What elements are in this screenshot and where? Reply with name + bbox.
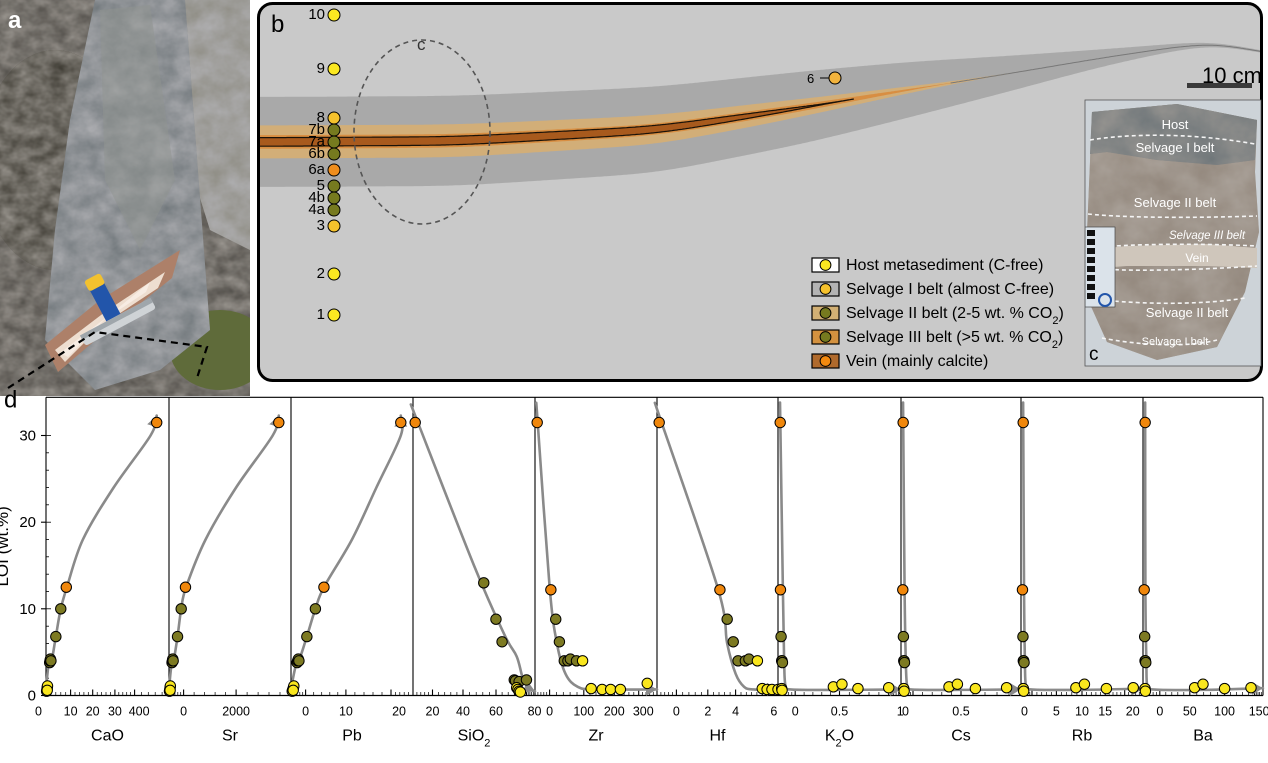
svg-text:0.5: 0.5 bbox=[952, 705, 969, 719]
svg-text:4: 4 bbox=[732, 705, 739, 719]
svg-text:20: 20 bbox=[392, 705, 406, 719]
svg-text:2: 2 bbox=[704, 705, 711, 719]
svg-text:SiO2: SiO2 bbox=[458, 728, 491, 750]
svg-text:0: 0 bbox=[35, 705, 42, 719]
svg-text:20: 20 bbox=[426, 705, 440, 719]
svg-text:6: 6 bbox=[770, 705, 777, 719]
svg-text:0: 0 bbox=[792, 705, 799, 719]
svg-text:15: 15 bbox=[1098, 705, 1112, 719]
svg-text:d: d bbox=[4, 386, 17, 413]
svg-text:100: 100 bbox=[1214, 705, 1235, 719]
svg-text:0: 0 bbox=[673, 705, 680, 719]
svg-text:400: 400 bbox=[129, 705, 150, 719]
svg-text:20: 20 bbox=[1126, 705, 1140, 719]
svg-text:100: 100 bbox=[573, 705, 594, 719]
svg-text:20: 20 bbox=[19, 514, 36, 531]
svg-text:30: 30 bbox=[108, 705, 122, 719]
svg-text:50: 50 bbox=[1183, 705, 1197, 719]
svg-text:0: 0 bbox=[1021, 705, 1028, 719]
svg-text:20: 20 bbox=[86, 705, 100, 719]
svg-text:Ba: Ba bbox=[1193, 728, 1213, 745]
svg-text:0: 0 bbox=[546, 705, 553, 719]
svg-text:5: 5 bbox=[1053, 705, 1060, 719]
svg-text:0: 0 bbox=[302, 705, 309, 719]
svg-text:Sr: Sr bbox=[222, 728, 239, 745]
svg-text:0.5: 0.5 bbox=[831, 705, 848, 719]
svg-text:60: 60 bbox=[489, 705, 503, 719]
svg-text:LOI (wt.%): LOI (wt.%) bbox=[0, 506, 12, 586]
svg-text:0: 0 bbox=[902, 705, 909, 719]
svg-text:Hf: Hf bbox=[710, 728, 727, 745]
svg-text:40: 40 bbox=[456, 705, 470, 719]
svg-text:300: 300 bbox=[633, 705, 654, 719]
svg-text:10: 10 bbox=[339, 705, 353, 719]
svg-text:CaO: CaO bbox=[91, 728, 124, 745]
svg-text:Pb: Pb bbox=[342, 728, 362, 745]
svg-text:10: 10 bbox=[64, 705, 78, 719]
svg-text:2000: 2000 bbox=[222, 705, 250, 719]
svg-text:0: 0 bbox=[1156, 705, 1163, 719]
svg-text:Rb: Rb bbox=[1072, 728, 1093, 745]
svg-text:Zr: Zr bbox=[588, 728, 604, 745]
svg-text:10: 10 bbox=[19, 601, 36, 618]
svg-text:30: 30 bbox=[19, 428, 36, 445]
svg-text:K2O: K2O bbox=[825, 728, 854, 750]
svg-text:Cs: Cs bbox=[951, 728, 971, 745]
svg-text:200: 200 bbox=[604, 705, 625, 719]
svg-text:0: 0 bbox=[180, 705, 187, 719]
svg-text:150: 150 bbox=[1249, 705, 1268, 719]
svg-text:80: 80 bbox=[528, 705, 542, 719]
svg-text:10: 10 bbox=[1075, 705, 1089, 719]
svg-text:0: 0 bbox=[28, 688, 36, 705]
